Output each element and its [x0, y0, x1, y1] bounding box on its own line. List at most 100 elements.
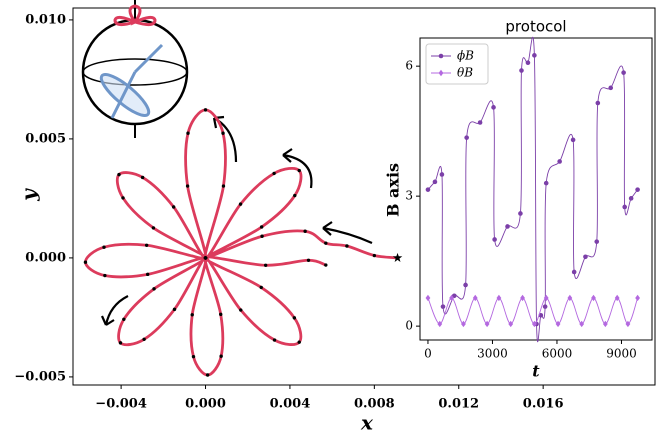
point-marker [152, 287, 156, 291]
circle-marker [557, 159, 562, 164]
point-marker [221, 184, 226, 188]
point-marker [203, 256, 208, 260]
rotation-arrows [100, 115, 373, 326]
x-tick-label: 9000 [606, 347, 637, 361]
point-marker [263, 263, 268, 267]
y-axis-label: y [17, 188, 41, 202]
point-marker [259, 285, 263, 290]
x-tick-label: 0.004 [270, 397, 311, 412]
sphere-icon [81, 0, 189, 138]
circle-marker [432, 179, 438, 185]
point-marker [191, 354, 196, 359]
circle-marker [571, 269, 577, 275]
diamond-marker [484, 320, 490, 328]
point-marker [151, 226, 156, 230]
circle-marker [505, 224, 510, 229]
point-marker [186, 131, 190, 135]
point-marker [219, 354, 223, 358]
point-marker [103, 273, 107, 278]
y-tick-label: 3 [405, 189, 413, 203]
legend-marker [438, 69, 444, 77]
circle-marker [543, 180, 549, 186]
diamond-marker [614, 294, 620, 302]
circle-marker [594, 239, 600, 244]
point-marker [172, 307, 177, 312]
point-marker [171, 205, 176, 209]
diamond-marker [496, 294, 502, 302]
point-marker [140, 175, 145, 180]
main-plot: −0.004 0.000 0.004 0.008 0.012 0.016 −0.005 0.0… [14, 12, 563, 411]
point-marker [372, 253, 377, 258]
x-tick-label: 0.008 [354, 397, 395, 412]
diamond-marker [635, 294, 640, 302]
diamond-marker [567, 294, 573, 302]
y-tick-label: 0.000 [25, 250, 66, 265]
point-marker [203, 108, 208, 112]
point-marker [185, 184, 190, 188]
point-marker [122, 317, 126, 322]
point-marker [297, 168, 301, 173]
point-marker [221, 131, 225, 135]
circle-marker [519, 68, 524, 73]
x-axis-label: x [360, 411, 374, 431]
point-marker [190, 313, 194, 317]
point-marker [238, 202, 243, 206]
circle-marker [491, 105, 496, 110]
y-tick-label: 6 [405, 59, 413, 73]
inset-x-label: t [532, 362, 540, 381]
diamond-marker [555, 320, 561, 328]
point-marker [297, 340, 301, 344]
point-marker [121, 196, 125, 200]
diamond-marker [602, 320, 608, 328]
circle-marker [542, 304, 548, 309]
legend-label: θB [457, 66, 473, 80]
point-marker [146, 272, 150, 277]
point-marker [144, 243, 149, 247]
circle-marker [464, 135, 469, 140]
diamond-marker [461, 320, 466, 328]
point-marker [118, 341, 123, 345]
series-line [427, 36, 638, 343]
point-marker [142, 337, 146, 342]
circle-marker [463, 282, 468, 288]
point-marker [205, 373, 210, 377]
point-marker [117, 172, 121, 177]
point-marker [83, 260, 88, 264]
y-tick-label: 0.005 [25, 131, 66, 146]
circle-marker [440, 304, 446, 309]
trajectory-line [84, 108, 398, 377]
diamond-marker [425, 294, 431, 302]
circle-marker [595, 100, 601, 106]
circle-marker [532, 53, 537, 58]
point-marker [239, 308, 243, 312]
diamond-marker [449, 294, 455, 302]
point-marker [345, 244, 349, 248]
x-tick-label: −0.004 [95, 397, 147, 412]
point-marker [219, 312, 223, 317]
diamond-marker [625, 320, 631, 328]
diamond-marker [472, 294, 478, 302]
point-marker [306, 258, 311, 262]
circle-marker [621, 70, 626, 75]
point-marker [260, 234, 264, 238]
point-marker [324, 241, 328, 245]
point-marker [272, 171, 276, 176]
point-marker [259, 225, 264, 229]
diamond-marker [579, 320, 585, 328]
inset-y-label: B axis [384, 163, 403, 217]
diamond-marker [591, 294, 596, 302]
diamond-marker [437, 320, 443, 328]
point-marker [303, 229, 307, 233]
point-marker [272, 338, 277, 342]
circle-marker [583, 254, 588, 260]
circle-marker [570, 137, 576, 143]
diamond-marker [543, 294, 549, 302]
circle-marker [622, 204, 627, 210]
circle-marker [628, 196, 634, 201]
x-tick-label: 0 [424, 347, 432, 361]
x-tick-label: 6000 [542, 347, 573, 361]
y-tick-label: −0.005 [14, 369, 66, 384]
inset-plot: 0 3000 6000 9000 0 3 6 ϕB θB [405, 36, 640, 361]
